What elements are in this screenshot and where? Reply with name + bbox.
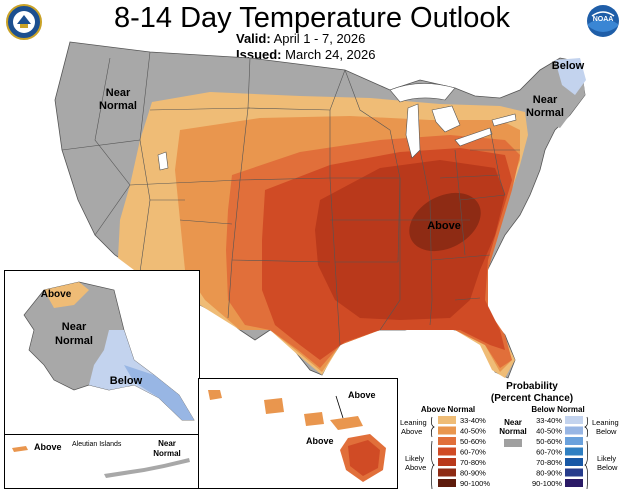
legend-above-swatch-4 xyxy=(438,458,456,466)
legend-leaning-below-2: Below xyxy=(596,427,617,436)
state-lines xyxy=(61,51,520,346)
legend-above-bins: 33-40% 40-50%50-60% 60-70%70-80% 80-90%90-1… xyxy=(438,416,490,488)
ne-below-zone xyxy=(555,58,586,95)
legend-above-swatch-3 xyxy=(438,447,456,456)
legend-above-swatch-6 xyxy=(438,479,456,487)
legend-above-swatch-1 xyxy=(438,426,456,435)
legend-panel: Above Normal Below Normal 33-40%40-50%50… xyxy=(400,405,619,490)
legend-below-swatch-0 xyxy=(565,416,583,424)
ak-below-40-zone xyxy=(124,365,194,420)
legend-below-swatch-3 xyxy=(565,447,583,456)
legend-leaning-above-brace xyxy=(430,416,435,438)
label-aleutian-islands: Aleutian Islands xyxy=(72,441,122,448)
legend-below-label-4: 70-80% xyxy=(536,458,562,467)
label-above-se: Above xyxy=(427,220,461,232)
valid-label: Valid: xyxy=(236,31,271,46)
legend-below-label-2: 50-60% xyxy=(536,437,562,446)
legend-below-swatch-2 xyxy=(565,437,583,445)
legend-above-label-4: 70-80% xyxy=(460,458,486,467)
legend-below-swatch-6 xyxy=(565,479,583,487)
legend-above-header: Above Normal xyxy=(421,405,475,414)
lake-ontario xyxy=(491,113,517,127)
label-ak-above: Above xyxy=(41,289,72,300)
issued-line: Issued: March 24, 2026 xyxy=(236,47,375,62)
legend-leaning-above-2: Above xyxy=(401,427,422,436)
valid-line: Valid: April 1 - 7, 2026 xyxy=(236,31,365,46)
label-near-normal-west-2: Normal xyxy=(99,100,137,112)
legend-likely-below-1: Likely xyxy=(597,454,616,463)
legend-near-normal-2: Normal xyxy=(499,427,527,436)
legend-below-label-5: 80-90% xyxy=(536,469,562,478)
legend-above-swatch-0 xyxy=(438,416,456,424)
hi-molokai-island xyxy=(330,416,363,430)
legend-below-swatch-4 xyxy=(565,458,583,466)
aleutian-chain xyxy=(104,458,190,478)
legend-above-label-6: 90-100% xyxy=(460,479,490,488)
lake-erie xyxy=(454,127,493,147)
noaa-logo-icon: NOAA xyxy=(587,5,619,37)
noaa-logo-text: NOAA xyxy=(593,16,614,23)
hi-above-leader-line xyxy=(335,395,344,419)
label-ak-near-normal-1: Near xyxy=(62,321,87,333)
map-title: 8-14 Day Temperature Outlook xyxy=(113,2,510,34)
label-hi-above-2: Above xyxy=(306,436,334,446)
legend-below-label-3: 60-70% xyxy=(536,448,562,457)
legend-above-label-0: 33-40% xyxy=(460,416,486,425)
legend-below-label-0: 33-40% xyxy=(536,416,562,425)
legend-below-label-6: 90-100% xyxy=(532,479,562,488)
legend-likely-above-1: Likely xyxy=(405,454,424,463)
aleutian-west-island xyxy=(12,446,28,452)
legend-below-swatch-5 xyxy=(565,468,583,477)
legend-leaning-below-1: Leaning xyxy=(592,418,619,427)
legend-below-label-1: 40-50% xyxy=(536,427,562,436)
hi-kauai-island xyxy=(264,398,284,414)
label-aleutian-near-normal-2: Normal xyxy=(153,449,181,458)
label-aleutian-above: Above xyxy=(34,442,62,452)
alaska-inset: Above Near Normal Below xyxy=(4,270,200,435)
legend-likely-above-brace xyxy=(430,440,435,490)
label-near-normal-west-1: Near xyxy=(106,87,131,99)
lake-michigan xyxy=(405,103,421,159)
label-below-ne: Below xyxy=(552,60,585,72)
great-salt-lake xyxy=(157,151,169,171)
ak-above-zone xyxy=(44,282,89,308)
label-near-normal-ne-1: Near xyxy=(533,94,558,106)
legend-above-label-1: 40-50% xyxy=(460,427,486,436)
legend-above-swatch-5 xyxy=(438,468,456,477)
legend-likely-above-2: Above xyxy=(405,463,426,472)
legend-above-label-3: 60-70% xyxy=(460,448,486,457)
legend-leaning-above-1: Leaning xyxy=(400,418,427,427)
legend-likely-below-brace xyxy=(584,440,589,490)
legend-above-swatch-2 xyxy=(438,437,456,445)
legend-above-label-5: 80-90% xyxy=(460,469,486,478)
lake-huron xyxy=(431,105,461,133)
label-hi-above-1: Above xyxy=(348,390,376,400)
legend-below-header: Below Normal xyxy=(531,405,584,414)
legend-near-normal-1: Near xyxy=(504,418,522,427)
hi-big-island-60-zone xyxy=(348,440,380,476)
hi-oahu-island xyxy=(304,412,324,426)
legend-title: Probability xyxy=(506,381,558,392)
aleutian-inset: Above Aleutian Islands Near Normal xyxy=(4,434,200,489)
valid-value: April 1 - 7, 2026 xyxy=(273,31,366,46)
issued-value: March 24, 2026 xyxy=(285,47,376,62)
legend-below-bins: 33-40% 40-50%50-60% 60-70%70-80% 80-90%90-1… xyxy=(532,416,583,488)
above-80-90-zone xyxy=(409,192,481,252)
legend-above-label-2: 50-60% xyxy=(460,437,486,446)
legend-below-swatch-1 xyxy=(565,426,583,435)
legend-likely-below-2: Below xyxy=(597,463,618,472)
doc-seal-icon xyxy=(6,4,42,40)
legend-subtitle: (Percent Chance) xyxy=(490,393,574,404)
legend-near-normal-swatch xyxy=(504,439,522,447)
hi-niihau-island xyxy=(208,390,222,400)
label-aleutian-near-normal-1: Near xyxy=(158,439,176,448)
label-near-normal-ne-2: Normal xyxy=(526,107,564,119)
legend-leaning-below-brace xyxy=(584,416,589,438)
label-ak-below: Below xyxy=(110,375,143,387)
label-ak-near-normal-2: Normal xyxy=(55,335,93,347)
hawaii-inset: Above Above xyxy=(198,378,398,489)
lake-superior xyxy=(389,83,456,103)
